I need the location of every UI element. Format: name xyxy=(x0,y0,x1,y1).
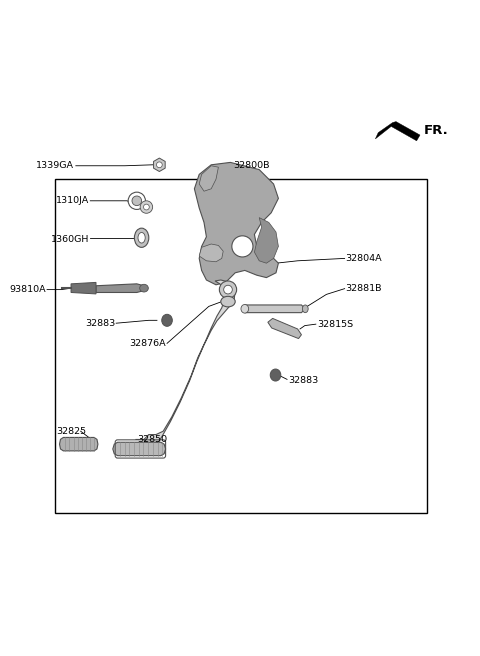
Text: 32876A: 32876A xyxy=(129,339,166,348)
Polygon shape xyxy=(71,282,96,294)
Circle shape xyxy=(232,236,253,257)
Circle shape xyxy=(144,204,149,210)
Ellipse shape xyxy=(138,232,145,243)
Polygon shape xyxy=(199,166,218,191)
Circle shape xyxy=(128,192,145,209)
Bar xyxy=(55,179,427,513)
Polygon shape xyxy=(268,318,301,338)
Polygon shape xyxy=(96,284,144,293)
Polygon shape xyxy=(199,244,223,262)
Text: 1360GH: 1360GH xyxy=(50,235,89,243)
Polygon shape xyxy=(194,163,278,285)
Text: 32825: 32825 xyxy=(57,426,87,436)
Text: 32850: 32850 xyxy=(137,435,167,444)
Ellipse shape xyxy=(221,297,235,307)
Text: 1310JA: 1310JA xyxy=(56,196,89,205)
Text: 32815S: 32815S xyxy=(317,319,353,329)
Circle shape xyxy=(224,285,232,294)
Ellipse shape xyxy=(241,304,249,313)
Ellipse shape xyxy=(302,305,308,313)
Text: 32881B: 32881B xyxy=(346,284,382,293)
Circle shape xyxy=(140,201,153,213)
Circle shape xyxy=(156,162,162,168)
Text: 32883: 32883 xyxy=(288,377,318,385)
Text: FR.: FR. xyxy=(423,124,448,136)
Text: 93810A: 93810A xyxy=(9,285,46,294)
Text: 32800B: 32800B xyxy=(233,161,269,171)
Text: 1339GA: 1339GA xyxy=(36,161,74,171)
Text: 32804A: 32804A xyxy=(346,254,382,263)
Circle shape xyxy=(219,281,237,298)
Ellipse shape xyxy=(162,314,172,326)
Ellipse shape xyxy=(270,369,281,381)
Polygon shape xyxy=(375,121,420,141)
Polygon shape xyxy=(60,438,98,451)
Ellipse shape xyxy=(134,228,149,247)
Polygon shape xyxy=(144,280,235,444)
Text: 32883: 32883 xyxy=(85,319,115,328)
Polygon shape xyxy=(254,218,278,263)
Polygon shape xyxy=(245,305,305,313)
Circle shape xyxy=(132,196,142,205)
Polygon shape xyxy=(113,442,166,456)
Ellipse shape xyxy=(140,284,148,292)
